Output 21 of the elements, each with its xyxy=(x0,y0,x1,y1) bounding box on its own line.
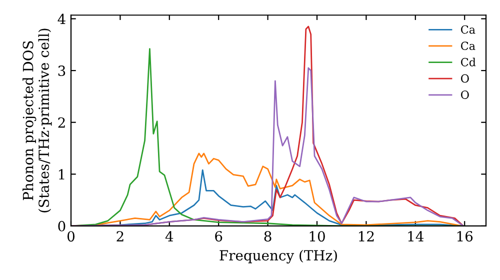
x-axis-title: Frequency (THz) xyxy=(220,250,337,264)
legend-label: Ca xyxy=(461,42,476,50)
x-tick-label: 12 xyxy=(359,231,374,242)
y-tick-label: 0 xyxy=(58,220,66,232)
legend-label: Ca xyxy=(461,25,476,34)
y-tick-label: 4 xyxy=(58,14,66,24)
x-tick-label: 16 xyxy=(457,231,473,242)
x-tick-label: 2 xyxy=(116,231,124,242)
y-axis-title: Phonon projected DOS (States/THz·primitive cell) xyxy=(22,28,52,212)
x-tick-label: 4 xyxy=(165,231,174,242)
x-tick-label: 14 xyxy=(408,231,424,242)
y-tick-label: 3 xyxy=(58,66,66,76)
x-tick-label: 6 xyxy=(215,231,222,242)
legend-label: Cd xyxy=(461,58,476,66)
y-tick-label: 1 xyxy=(58,169,64,180)
legend-label: O xyxy=(461,74,469,83)
x-tick-label: 0 xyxy=(67,231,74,242)
y-tick-label: 2 xyxy=(58,117,65,128)
legend-label: O xyxy=(461,90,469,99)
x-tick-label: 10 xyxy=(310,231,325,242)
x-tick-label: 8 xyxy=(264,231,272,242)
